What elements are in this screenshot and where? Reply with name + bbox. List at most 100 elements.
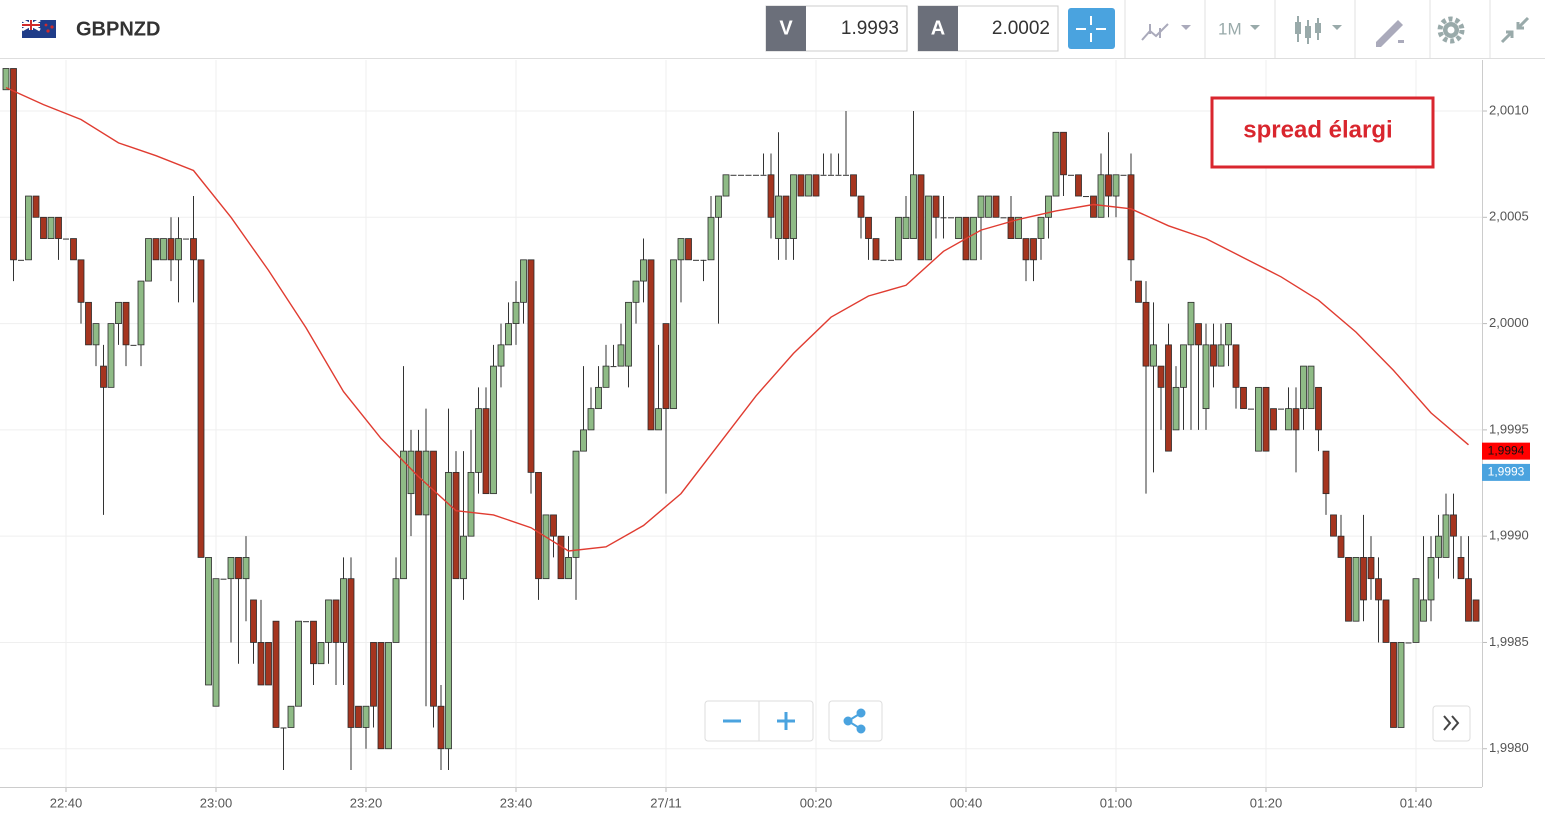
candle-body	[565, 557, 572, 580]
candle-body	[1427, 557, 1435, 601]
candle-body	[617, 344, 625, 367]
candle-body	[1285, 408, 1292, 431]
buy-button[interactable]	[918, 6, 958, 51]
crosshair-button[interactable]	[1068, 8, 1115, 49]
candle-body	[77, 259, 85, 303]
candle-body	[925, 195, 932, 261]
candle-body	[895, 216, 902, 261]
timeframe-button[interactable]: 1M	[1218, 19, 1260, 38]
candle-body	[25, 195, 32, 261]
candle-body	[1337, 535, 1345, 558]
candle-body	[415, 450, 422, 516]
candle-body	[362, 705, 370, 728]
candle-body	[1292, 408, 1300, 431]
candle-body	[1075, 174, 1082, 197]
candle-body	[572, 450, 580, 558]
candle-body	[932, 195, 940, 218]
candle-body	[820, 174, 827, 176]
candle-body	[1157, 365, 1165, 388]
candle-body	[738, 174, 744, 176]
candle-body	[1405, 642, 1412, 644]
sell-box[interactable]: V 1.9993	[765, 5, 908, 52]
candle-body	[55, 216, 62, 239]
buy-label: A	[931, 17, 945, 39]
sell-button[interactable]	[766, 6, 806, 51]
candle-body	[1435, 535, 1442, 558]
candle-body	[542, 514, 550, 580]
chart-type-button[interactable]	[1141, 23, 1191, 41]
candle-body	[1472, 599, 1480, 622]
candle-body	[460, 535, 467, 580]
candle-body	[303, 621, 309, 623]
x-tick-label: 23:20	[350, 795, 383, 810]
y-tick-label: 2,0010	[1489, 102, 1529, 117]
sell-label: V	[779, 17, 793, 39]
candle-body	[205, 557, 212, 686]
y-tick-label: 2,0000	[1489, 315, 1529, 330]
toolbar: GBPNZD V 1.9993 A 2.0002 1M	[0, 0, 1545, 59]
candle-body	[1210, 344, 1217, 367]
candle-body	[1217, 344, 1225, 367]
candle-body	[1307, 365, 1315, 410]
candle-body	[1255, 386, 1262, 452]
candle-body	[325, 599, 332, 643]
y-tick-label: 1,9995	[1489, 421, 1529, 436]
scroll-end-button[interactable]	[1432, 705, 1471, 742]
candle-body	[400, 450, 407, 580]
candle-body	[1135, 280, 1142, 303]
buy-box[interactable]: A 2.0002	[917, 5, 1059, 52]
candle-body	[812, 174, 820, 197]
candle-body	[1172, 386, 1180, 431]
candle-body	[1120, 174, 1127, 176]
draw-tool-button[interactable]	[1376, 20, 1404, 47]
candle-body	[685, 238, 692, 261]
x-tick-label: 23:40	[500, 795, 533, 810]
settings-button[interactable]	[1437, 16, 1465, 44]
candle-body	[745, 174, 752, 176]
annotation: spread élargi	[1210, 96, 1435, 169]
candle-body	[917, 174, 925, 261]
candle-body	[1465, 578, 1472, 622]
candle-body	[1187, 301, 1195, 346]
candle-body	[250, 599, 257, 643]
candle-body	[880, 259, 887, 261]
candle-body	[1412, 578, 1420, 643]
candle-type-button[interactable]	[1295, 16, 1342, 44]
candle-body	[1060, 131, 1067, 176]
price-tag	[1482, 442, 1530, 460]
candle-body	[137, 280, 145, 346]
candle-body	[445, 471, 452, 750]
candle-body	[175, 238, 182, 261]
zoom-in-button[interactable]	[777, 712, 795, 730]
collapse-button[interactable]	[1500, 16, 1530, 44]
candle-body	[107, 323, 115, 388]
flag-icon	[21, 18, 56, 38]
candle-body	[505, 323, 512, 346]
candle-body	[1180, 344, 1187, 388]
candle-body	[1278, 408, 1284, 410]
candle-body	[1270, 408, 1277, 431]
candle-body	[1367, 557, 1375, 580]
candle-body	[662, 323, 670, 410]
candle-body	[115, 301, 122, 324]
candle-body	[632, 280, 640, 303]
candle-body	[1195, 323, 1202, 346]
candle-body	[1015, 216, 1022, 239]
zoom-controls	[704, 700, 1471, 742]
candle-body	[790, 174, 797, 239]
candle-body	[130, 344, 137, 346]
candles	[2, 68, 1480, 770]
candle-body	[272, 620, 280, 728]
share-button[interactable]	[828, 700, 883, 742]
candle-body	[1382, 599, 1390, 643]
candle-body	[317, 642, 325, 665]
candle-body	[985, 195, 992, 218]
x-tick-label: 23:00	[200, 795, 233, 810]
candle-body	[730, 174, 737, 176]
candle-body	[490, 365, 497, 495]
candle-body	[10, 68, 17, 261]
moving-average	[5, 86, 1469, 552]
x-tick-label: 01:40	[1400, 795, 1433, 810]
candle-body	[1007, 216, 1015, 239]
